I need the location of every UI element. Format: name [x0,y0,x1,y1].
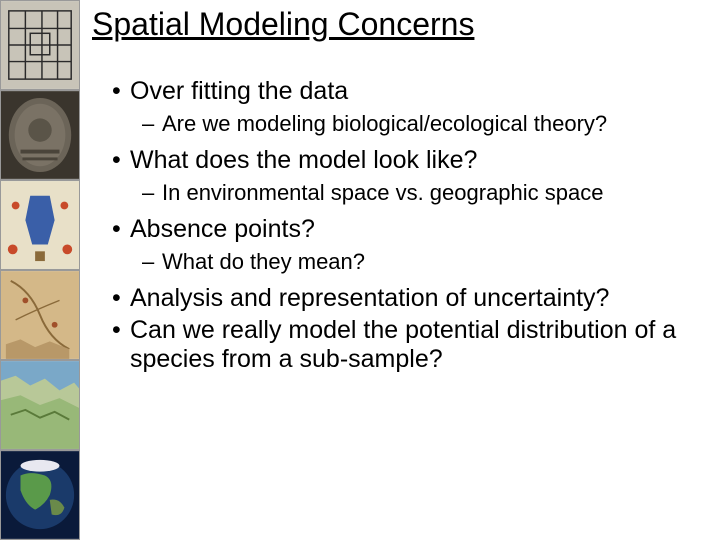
bullet-distribution: Can we really model the potential distri… [112,316,716,375]
subbullet-mean: What do they mean? [142,249,716,275]
bullet-list: Over fitting the data Are we modeling bi… [88,77,716,375]
thumbnail-sidebar [0,0,80,540]
thumb-globe-map [0,450,80,540]
thumb-medieval-map [0,180,80,270]
bullet-uncertainty: Analysis and representation of uncertain… [112,284,716,314]
thumb-grid-pattern [0,0,80,90]
thumb-parchment-map [0,270,80,360]
subbullet-env-space: In environmental space vs. geographic sp… [142,180,716,206]
slide-content: Spatial Modeling Concerns Over fitting t… [88,0,716,540]
subbullet-bio-theory: Are we modeling biological/ecological th… [142,111,716,137]
bullet-absence: Absence points? [112,215,716,245]
thumb-clay-tablet [0,90,80,180]
slide-title: Spatial Modeling Concerns [92,6,716,43]
thumb-terrain-map [0,360,80,450]
bullet-overfitting: Over fitting the data [112,77,716,107]
bullet-model-look: What does the model look like? [112,146,716,176]
